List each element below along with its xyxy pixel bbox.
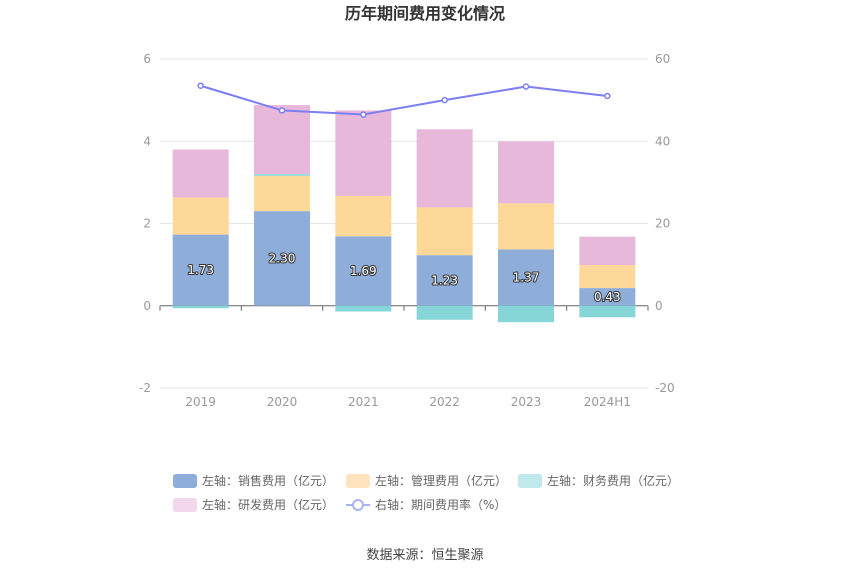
bar-segment [335,236,392,306]
left-tick-label: 6 [143,52,151,66]
bar-segment [254,175,310,212]
bar-segment [498,249,554,306]
legend-label: 左轴：管理费用（亿元） [375,473,507,488]
rate-point [360,111,367,118]
legend-item[interactable]: 左轴：管理费用（亿元） [346,473,507,488]
right-tick-label: -20 [655,381,675,395]
legend-marker [352,499,364,511]
x-tick-label: 2021 [348,395,379,409]
bar-segment [579,305,636,318]
bar-segment [579,288,636,306]
right-y-axis: -20 0 20 40 60 [655,52,675,395]
data-source: 数据来源：恒生聚源 [366,548,483,563]
legend-item[interactable]: 右轴：期间费用率（%） [346,497,506,512]
left-tick-label: -2 [139,381,151,395]
rate-point [278,107,286,114]
bar-value-label: 2.30 [269,251,296,265]
legend-swatch [346,474,370,488]
rate-point [522,83,530,90]
bar-segment [172,197,229,235]
rate-point [197,82,204,89]
chart-title: 历年期间费用变化情况 [345,4,505,23]
x-tick-label: 2023 [511,395,542,409]
x-axis: 2019 2020 2021 2022 2023 2024H1 [159,305,649,409]
legend-swatch [518,474,542,488]
legend-label: 右轴：期间费用率（%） [375,497,506,512]
bar-series: 1.73 2.30 1.69 1.23 1.37 0.43 [172,105,636,323]
right-tick-label: 60 [655,52,670,66]
rate-line [200,84,608,116]
bar-segment [254,105,310,175]
legend[interactable]: 左轴：销售费用（亿元） 左轴：管理费用（亿元） 左轴：财务费用（亿元） 左轴：研发费用… [173,473,679,512]
legend-swatch [173,498,197,512]
bar-value-label: 1.37 [513,271,540,285]
rate-point [441,96,448,104]
bar-segment [498,203,554,250]
bar-segment [172,305,229,309]
legend-label: 左轴：销售费用（亿元） [202,473,334,488]
bar-segment [579,236,636,266]
bar-value-label: 1.23 [431,273,458,287]
right-tick-label: 0 [655,299,663,313]
legend-item[interactable]: 左轴：研发费用（亿元） [173,497,334,512]
grid-lines [160,58,648,389]
legend-item[interactable]: 左轴：销售费用（亿元） [173,473,334,488]
bar-value-label: 0.43 [594,290,621,304]
bar-value-label: 1.73 [187,263,214,277]
bar-segment [416,129,473,208]
x-tick-label: 2022 [429,395,460,409]
bar-segment [416,255,473,306]
bar-segment [579,265,636,289]
x-tick-label: 2019 [185,395,216,409]
bar-segment [498,305,554,323]
bar-segment [254,211,310,306]
left-tick-label: 0 [143,299,151,313]
left-tick-label: 2 [143,217,151,231]
legend-label: 左轴：研发费用（亿元） [202,497,334,512]
bar-segment [335,305,392,312]
bar-segment [335,195,392,237]
bar-segment [416,305,473,320]
legend-item[interactable]: 左轴：财务费用（亿元） [518,473,679,488]
rate-point [604,92,611,100]
bar-segment [254,174,310,176]
right-tick-label: 20 [655,217,670,231]
x-tick-label: 2024H1 [584,395,631,409]
bar-segment [335,110,392,196]
bar-segment [498,141,554,204]
rate-line-series [197,82,611,118]
left-y-axis: -2 0 2 4 6 [139,52,151,395]
bar-value-label: 1.69 [350,264,377,278]
legend-label: 左轴：财务费用（亿元） [547,473,679,488]
legend-swatch [173,474,197,488]
bar-segment [416,207,473,256]
x-tick-label: 2020 [267,395,298,409]
bar-segment [172,149,229,198]
left-tick-label: 4 [143,134,151,148]
right-tick-label: 40 [655,134,670,148]
bar-segment [172,234,229,306]
